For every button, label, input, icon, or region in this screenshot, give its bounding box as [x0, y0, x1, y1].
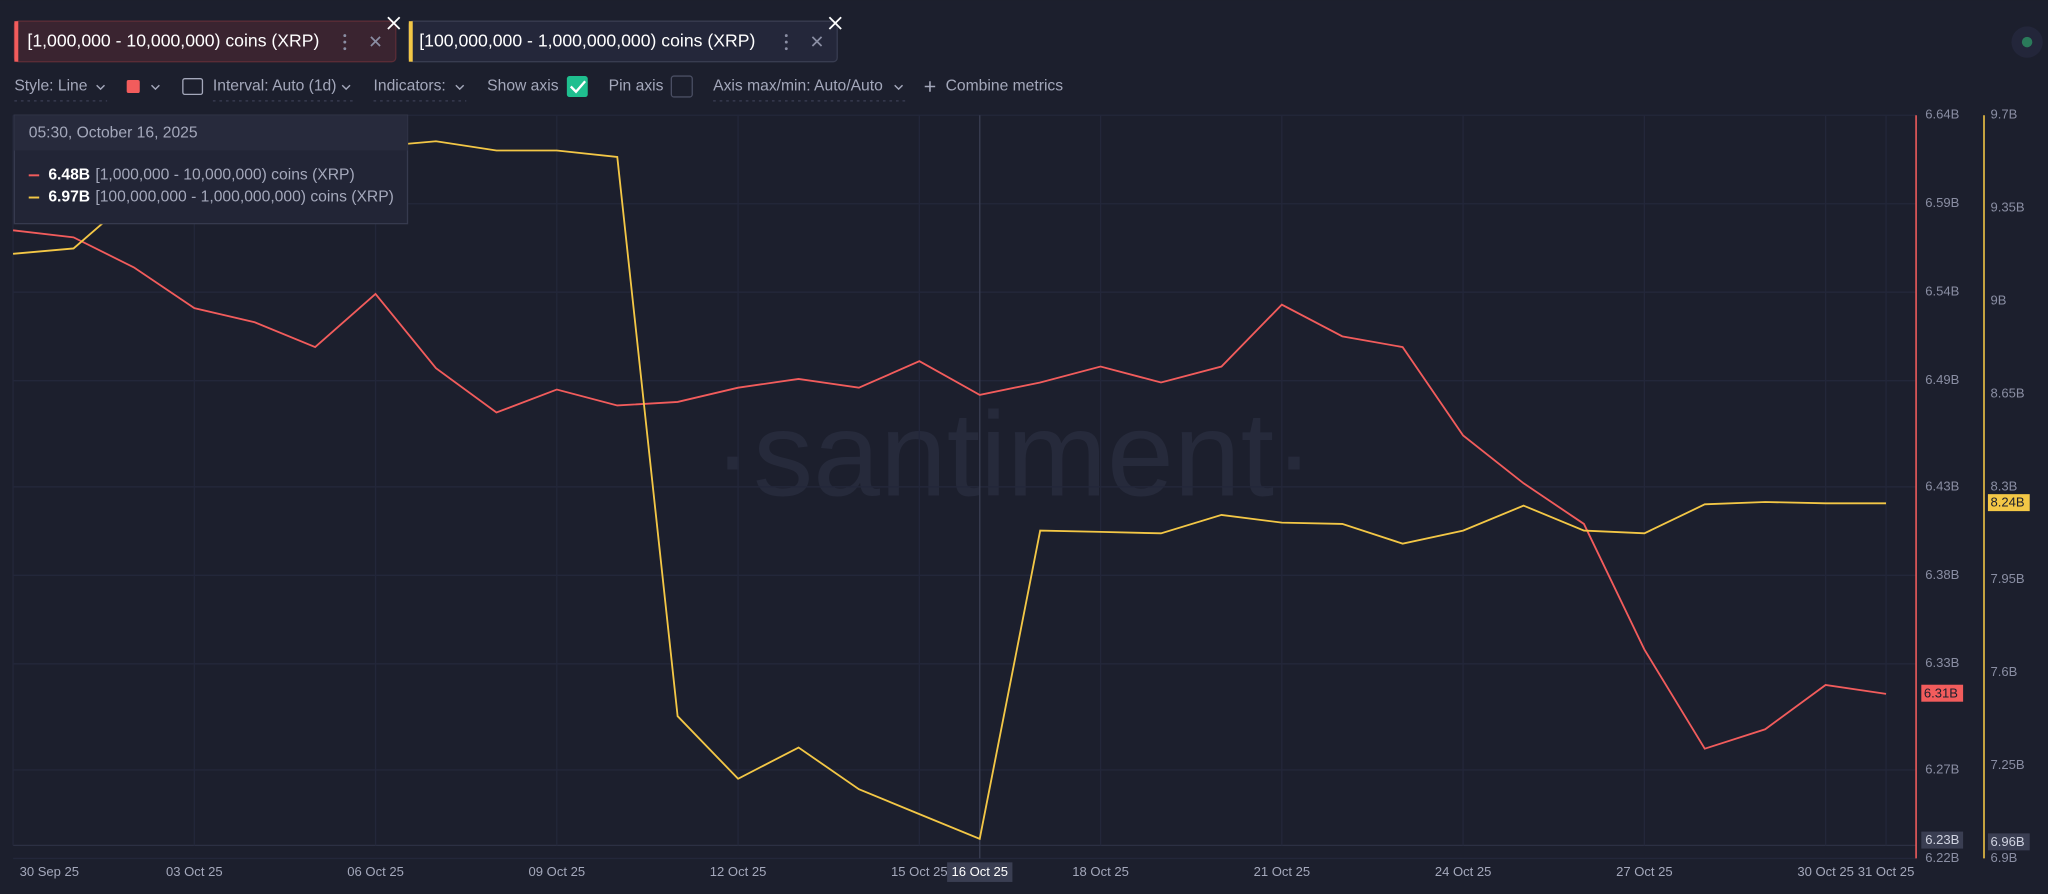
series-line — [12, 229, 1887, 750]
chip-color — [14, 21, 19, 62]
ui: [1,000,000 - 10,000,000) coins (XRP) [10… — [13, 16, 2043, 522]
crosshair-y2-label: 6.96B — [1991, 834, 2025, 849]
x-tick-label: 06 Oct 25 — [347, 864, 404, 879]
show-axis-checkbox[interactable] — [566, 76, 588, 97]
interval-select[interactable]: Interval: Auto (1d) — [213, 78, 337, 95]
tooltip-header — [14, 115, 408, 151]
y-tick-label: 6.49B — [1925, 372, 1959, 387]
axis-minmax-select[interactable]: Axis max/min: Auto/Auto — [713, 78, 883, 95]
crosshair-y-label: 6.23B — [1925, 832, 1959, 847]
x-tick-label: 16 Oct 25 — [951, 864, 1008, 879]
plus-icon — [924, 81, 936, 92]
crosshair-y2-box — [1987, 833, 2030, 851]
x-tick-label: 03 Oct 25 — [166, 864, 223, 879]
y2-tick-label: 9.35B — [1991, 200, 2025, 215]
chip-label: [1,000,000 - 10,000,000) coins (XRP) — [27, 31, 319, 51]
chip-menu[interactable] — [343, 34, 347, 51]
crosshair-x-box — [947, 862, 1013, 882]
last-value-label: 6.31B — [1924, 685, 1958, 700]
pin-axis-label: Pin axis — [609, 78, 664, 95]
status-dot — [2021, 36, 2033, 48]
chip-label: [100,000,000 - 1,000,000,000) coins (XRP… — [419, 31, 755, 51]
x-tick-label: 31 Oct 25 — [1858, 864, 1915, 879]
x-tick-label: 24 Oct 25 — [1435, 864, 1492, 879]
y-tick-label: 6.38B — [1925, 567, 1959, 582]
dropdown-arrows — [96, 84, 904, 91]
chip-remove[interactable] — [811, 36, 823, 47]
x-tick-label: 30 Oct 25 — [1797, 864, 1854, 879]
last-value-box — [1921, 684, 1964, 702]
indicators-select[interactable]: Indicators: — [374, 78, 446, 95]
y-tick-label: 6.33B — [1925, 655, 1959, 670]
style-select[interactable]: Style: Line — [14, 78, 87, 95]
last-value-box — [1987, 494, 2030, 512]
tooltip: 05:30, October 16, 2025 6.48B [1,000,000 … — [13, 114, 409, 225]
y-tick-label: 6.54B — [1925, 284, 1959, 299]
y-tick-label: 6.59B — [1925, 195, 1959, 210]
y2-tick-label: 9.7B — [1991, 107, 2018, 122]
y-tick-label: 6.27B — [1925, 761, 1959, 776]
x-tick-label: 15 Oct 25 — [891, 864, 948, 879]
y2-tick-label: 8.3B — [1991, 478, 2018, 493]
color-select[interactable] — [126, 79, 140, 94]
y2-tick-label: 7.95B — [1991, 571, 2025, 586]
show-axis-label: Show axis — [487, 78, 559, 95]
tooltip-title: 05:30, October 16, 2025 — [29, 125, 198, 142]
tooltip-series: [1,000,000 - 10,000,000) coins (XRP) — [95, 166, 354, 183]
x-tick-label: 09 Oct 25 — [529, 864, 586, 879]
x-tick-label: 12 Oct 25 — [710, 864, 767, 879]
tooltip-value: 6.48B — [48, 166, 90, 183]
y-tick-label: 6.43B — [1925, 478, 1959, 493]
chip-menu[interactable] — [784, 34, 788, 51]
crosshair-y-box — [1921, 831, 1964, 849]
checkmark — [569, 80, 587, 94]
x-tick-label: 30 Sep 25 — [20, 864, 80, 879]
interval-icon — [182, 78, 204, 95]
y2-tick-label: 7.6B — [1991, 664, 2018, 679]
x-tick-label: 27 Oct 25 — [1616, 864, 1673, 879]
tooltip-value: 6.97B — [48, 189, 90, 206]
chip-close[interactable] — [387, 16, 401, 30]
y2-tick-label: 9B — [1991, 292, 2007, 307]
watermark: ·santiment· — [713, 388, 1314, 522]
y-tick-label: 6.64B — [1925, 107, 1959, 122]
chip-remove[interactable] — [370, 36, 381, 47]
chip-color — [408, 21, 413, 62]
x-tick-label: 21 Oct 25 — [1254, 864, 1311, 879]
y2-tick-label: 8.65B — [1991, 385, 2025, 400]
y2-tick-label: 6.9B — [1991, 850, 2018, 865]
last-value-label: 8.24B — [1991, 495, 2025, 510]
y2-tick-label: 7.25B — [1991, 757, 2025, 772]
pin-axis-checkbox[interactable] — [670, 75, 693, 98]
tooltip-series: [100,000,000 - 1,000,000,000) coins (XRP… — [95, 189, 394, 206]
x-tick-label: 18 Oct 25 — [1072, 864, 1129, 879]
chip-close[interactable] — [828, 16, 842, 30]
y-tick-label: 6.22B — [1925, 850, 1959, 865]
combine-metrics[interactable]: Combine metrics — [946, 78, 1064, 95]
